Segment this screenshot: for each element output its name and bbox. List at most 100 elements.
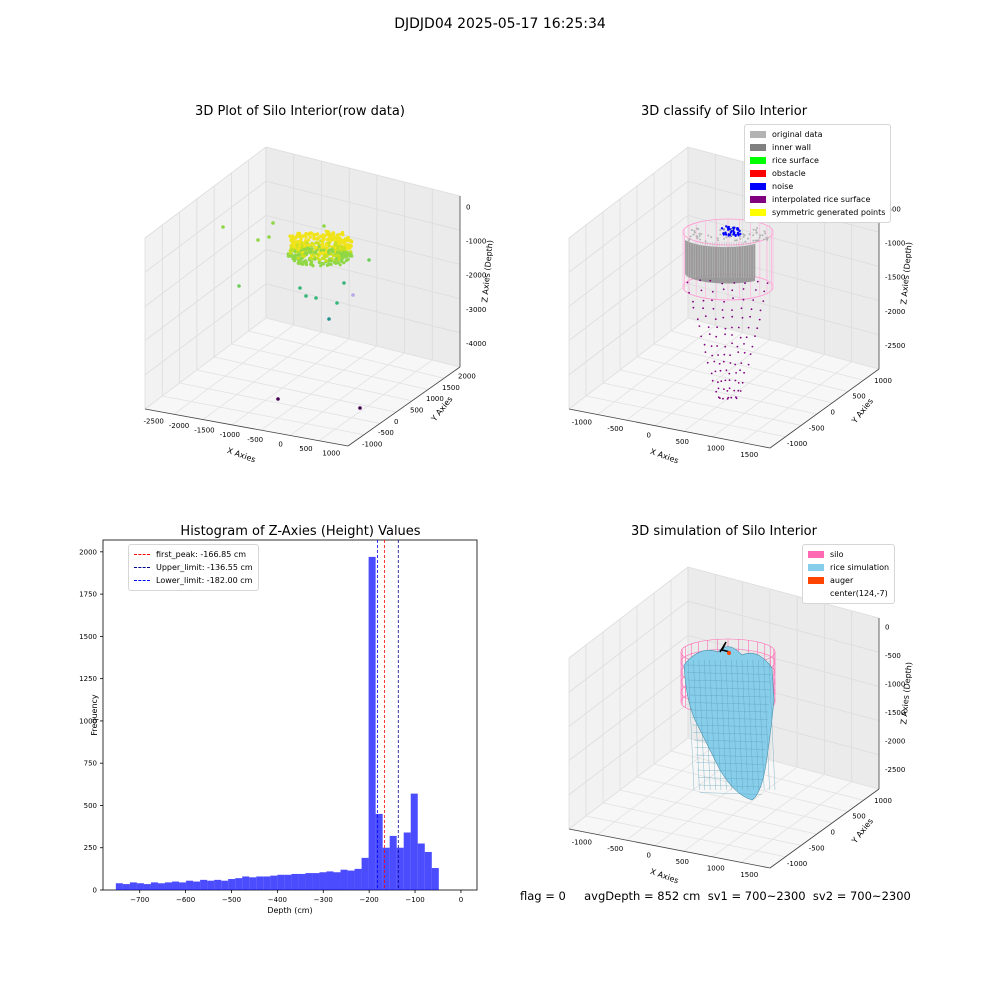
histogram-bar [424, 851, 432, 890]
outlier-point [271, 221, 275, 225]
rice-mesh [752, 659, 759, 791]
interp-point [724, 345, 727, 348]
original-point [695, 227, 698, 230]
legend-label: Upper_limit: -136.55 cm [156, 563, 253, 572]
y-tick-label: 1500 [79, 633, 97, 641]
legend-swatch [750, 144, 766, 151]
rice-mesh [693, 659, 700, 791]
data-point [317, 260, 321, 265]
legend-swatch [134, 567, 150, 568]
p4-grid [741, 781, 852, 863]
data-point [309, 249, 313, 253]
original-point [755, 231, 758, 234]
x-tick-label: −200 [360, 896, 379, 904]
interp-point [739, 390, 742, 392]
histogram-bar [431, 868, 439, 890]
data-point [317, 242, 321, 246]
data-point [339, 244, 343, 248]
p1-grid [289, 352, 405, 436]
data-point [348, 246, 352, 250]
original-point [739, 235, 742, 238]
interp-point [766, 282, 769, 284]
interp-point [711, 299, 713, 302]
p4-z-tick: -1000 [885, 681, 905, 689]
p4-x-tick: 500 [676, 858, 689, 866]
p2-pane-left [569, 147, 688, 409]
legend-item: rice simulation [808, 561, 889, 574]
original-point [761, 234, 764, 237]
p2-grid [653, 343, 848, 392]
interp-point [704, 315, 707, 318]
data-point [292, 242, 296, 247]
rice-mesh [691, 717, 768, 720]
interp-point [740, 307, 743, 310]
p4-grid [568, 600, 880, 693]
interp-point [715, 335, 718, 338]
histogram-bar [242, 876, 250, 890]
original-point [729, 235, 731, 238]
p2-y-axis [769, 368, 880, 449]
interp-point [723, 300, 725, 303]
data-point [288, 234, 292, 238]
histogram-bar [150, 882, 158, 890]
interp-point [710, 372, 713, 375]
legend-swatch [750, 209, 766, 216]
histogram-bar [291, 873, 299, 890]
outlier-point [342, 281, 346, 285]
p4-x-axis [568, 828, 771, 869]
legend-item: auger [808, 574, 889, 587]
interp-point [731, 315, 734, 318]
interp-point [709, 279, 712, 282]
interp-point [727, 396, 730, 399]
data-point [345, 245, 349, 249]
interp-point [704, 351, 707, 353]
data-point [337, 236, 341, 240]
p4-grid [712, 774, 825, 858]
histogram-bar [319, 872, 327, 890]
histogram-bar [284, 874, 292, 890]
data-point [293, 249, 297, 253]
p4-x-label: X Axies [649, 867, 680, 886]
histogram-bar [172, 881, 180, 890]
interp-point [698, 325, 701, 327]
interp-point [732, 297, 734, 299]
x-tick-label: −600 [176, 896, 195, 904]
histogram-bar [340, 869, 348, 890]
interp-point [726, 390, 729, 392]
data-point [296, 261, 300, 265]
interp-point [729, 354, 731, 356]
legend-swatch [808, 564, 824, 571]
legend-item: first_peak: -166.85 cm [134, 548, 253, 561]
outlier-point [256, 238, 260, 242]
legend-swatch [134, 580, 150, 581]
interp-point [719, 397, 721, 399]
p1-z-tick: -3000 [466, 306, 486, 314]
data-point [311, 253, 315, 257]
scatter3d-raw: -2500-2000-1500-1000-50005001000-1000-50… [144, 146, 495, 464]
p2-y-tick: 0 [831, 409, 835, 417]
data-point [319, 251, 323, 255]
p4-pane-left [569, 567, 688, 829]
data-point [314, 246, 319, 250]
interp-point [747, 326, 750, 329]
p4-x-tick: -500 [607, 845, 623, 853]
data-point [314, 233, 319, 237]
rice-mesh [747, 659, 754, 791]
histogram-bar [157, 883, 165, 890]
data-point [292, 236, 296, 241]
histogram-bar [396, 847, 404, 890]
rice-mesh [758, 659, 765, 791]
histogram-bar [263, 876, 271, 890]
original-point [752, 228, 755, 231]
p2-grid [636, 356, 833, 404]
y-tick-label: 1250 [79, 675, 97, 683]
interp-point [692, 300, 694, 303]
y-tick-label: 500 [84, 802, 97, 810]
data-point [333, 236, 337, 241]
original-point [698, 235, 701, 237]
p4-y-tick: 1000 [874, 797, 892, 805]
data-point [297, 253, 301, 257]
interp-point [736, 345, 739, 348]
p1-x-tick: 500 [299, 445, 312, 453]
